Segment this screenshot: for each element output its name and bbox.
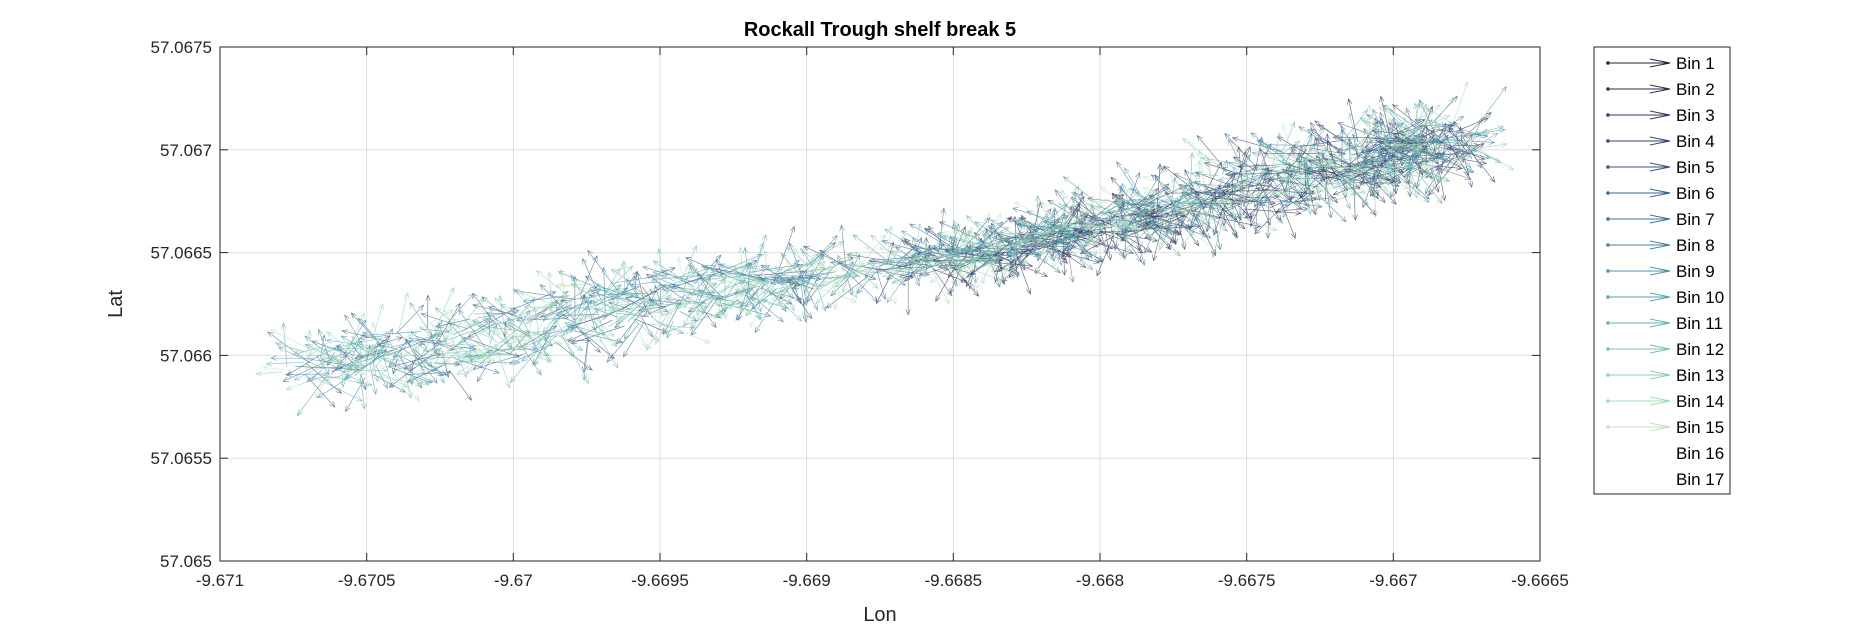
plot-frame	[219, 46, 1541, 562]
legend-item[interactable]: Bin 12	[1606, 340, 1724, 359]
legend-item[interactable]: Bin 15	[1606, 418, 1724, 437]
y-tick-label: 57.0655	[151, 449, 212, 468]
legend-item[interactable]: Bin 14	[1606, 392, 1724, 411]
legend-item[interactable]: Bin 7	[1606, 210, 1715, 229]
legend-label: Bin 12	[1676, 340, 1724, 359]
legend-arrow-head	[1649, 136, 1671, 146]
arrow-paths	[262, 107, 1444, 378]
arrow-field	[255, 80, 1515, 417]
y-tick-label: 57.065	[160, 552, 212, 571]
x-tick-label: -9.667	[1369, 571, 1417, 590]
x-tick-label: -9.67	[494, 571, 533, 590]
legend-arrow-head	[1649, 396, 1671, 406]
y-tick-labels: 57.065 57.0655 57.066 57.0665 57.067 57.0675	[151, 38, 212, 571]
legend-marker	[1606, 113, 1610, 117]
legend-label: Bin 6	[1676, 184, 1715, 203]
legend-item[interactable]: Bin 11	[1606, 314, 1723, 333]
legend-label: Bin 10	[1676, 288, 1724, 307]
legend-marker	[1606, 347, 1610, 351]
x-tick-label: -9.669	[783, 571, 831, 590]
legend-marker	[1606, 399, 1610, 403]
legend-marker	[1606, 191, 1610, 195]
y-tick-label: 57.0665	[151, 244, 212, 263]
x-tick-label: -9.6705	[338, 571, 396, 590]
legend-item[interactable]: Bin 1	[1606, 54, 1715, 73]
legend-marker	[1606, 87, 1610, 91]
legend-item[interactable]: Bin 3	[1606, 106, 1715, 125]
legend-item[interactable]: Bin 5	[1606, 158, 1715, 177]
legend-label: Bin 1	[1676, 54, 1715, 73]
legend-label: Bin 13	[1676, 366, 1724, 385]
arrow-series	[306, 80, 1469, 402]
legend-label: Bin 5	[1676, 158, 1715, 177]
x-tick-label: -9.671	[196, 571, 244, 590]
legend-marker	[1606, 425, 1610, 429]
legend[interactable]: Bin 1 Bin 2 Bin 3 Bin 4 Bin 5 Bin 6 Bin 7 Bin 8…	[1593, 46, 1731, 495]
legend-items: Bin 1 Bin 2 Bin 3 Bin 4 Bin 5 Bin 6 Bin 7 Bin 8…	[1606, 54, 1724, 489]
x-tick-label: -9.6665	[1511, 571, 1569, 590]
legend-marker	[1606, 243, 1610, 247]
x-tick-labels: -9.671 -9.6705 -9.67 -9.6695 -9.669 -9.6685 -9…	[196, 571, 1569, 590]
y-tick-label: 57.0675	[151, 38, 212, 57]
arrow-series	[262, 107, 1444, 378]
legend-item[interactable]: Bin 8	[1606, 236, 1715, 255]
y-tick-label: 57.067	[160, 141, 212, 160]
legend-marker	[1606, 321, 1610, 325]
legend-label: Bin 17	[1676, 470, 1724, 489]
legend-item[interactable]: Bin 6	[1606, 184, 1715, 203]
legend-arrow-head	[1649, 162, 1671, 172]
legend-item[interactable]: Bin 9	[1606, 262, 1715, 281]
legend-arrow-head	[1649, 292, 1671, 302]
legend-arrow-head	[1649, 188, 1671, 198]
legend-arrow-head	[1649, 240, 1671, 250]
legend-marker	[1606, 295, 1610, 299]
chart-title: Rockall Trough shelf break 5	[744, 19, 1016, 41]
legend-item[interactable]: Bin 17	[1676, 470, 1724, 489]
legend-item[interactable]: Bin 10	[1606, 288, 1724, 307]
legend-arrow-head	[1649, 344, 1671, 354]
legend-label: Bin 4	[1676, 132, 1715, 151]
y-axis-label: Lat	[105, 290, 127, 318]
plot-background	[220, 47, 1540, 561]
legend-label: Bin 2	[1676, 80, 1715, 99]
y-tick-label: 57.066	[160, 346, 212, 365]
legend-arrow-head	[1649, 422, 1671, 432]
legend-arrow-head	[1649, 370, 1671, 380]
legend-label: Bin 9	[1676, 262, 1715, 281]
legend-marker	[1606, 373, 1610, 377]
legend-label: Bin 8	[1676, 236, 1715, 255]
legend-item[interactable]: Bin 4	[1606, 132, 1715, 151]
axis-ticks	[219, 46, 1541, 562]
x-tick-label: -9.668	[1076, 571, 1124, 590]
legend-arrow-head	[1649, 214, 1671, 224]
legend-arrow-head	[1649, 318, 1671, 328]
legend-marker	[1606, 269, 1610, 273]
x-tick-label: -9.6685	[924, 571, 982, 590]
legend-item[interactable]: Bin 2	[1606, 80, 1715, 99]
legend-marker	[1606, 61, 1610, 65]
legend-marker	[1606, 139, 1610, 143]
legend-label: Bin 15	[1676, 418, 1724, 437]
legend-label: Bin 16	[1676, 444, 1724, 463]
x-tick-label: -9.6675	[1218, 571, 1276, 590]
legend-item[interactable]: Bin 16	[1676, 444, 1724, 463]
legend-item[interactable]: Bin 13	[1606, 366, 1724, 385]
legend-label: Bin 3	[1676, 106, 1715, 125]
x-axis-label: Lon	[863, 604, 896, 625]
legend-marker	[1606, 165, 1610, 169]
arrow-paths	[306, 80, 1469, 402]
legend-label: Bin 7	[1676, 210, 1715, 229]
legend-arrow-head	[1649, 84, 1671, 94]
legend-label: Bin 11	[1676, 314, 1723, 333]
legend-label: Bin 14	[1676, 392, 1724, 411]
legend-arrow-head	[1649, 58, 1671, 68]
legend-marker	[1606, 217, 1610, 221]
x-tick-label: -9.6695	[631, 571, 689, 590]
legend-arrow-head	[1649, 266, 1671, 276]
legend-arrow-head	[1649, 110, 1671, 120]
